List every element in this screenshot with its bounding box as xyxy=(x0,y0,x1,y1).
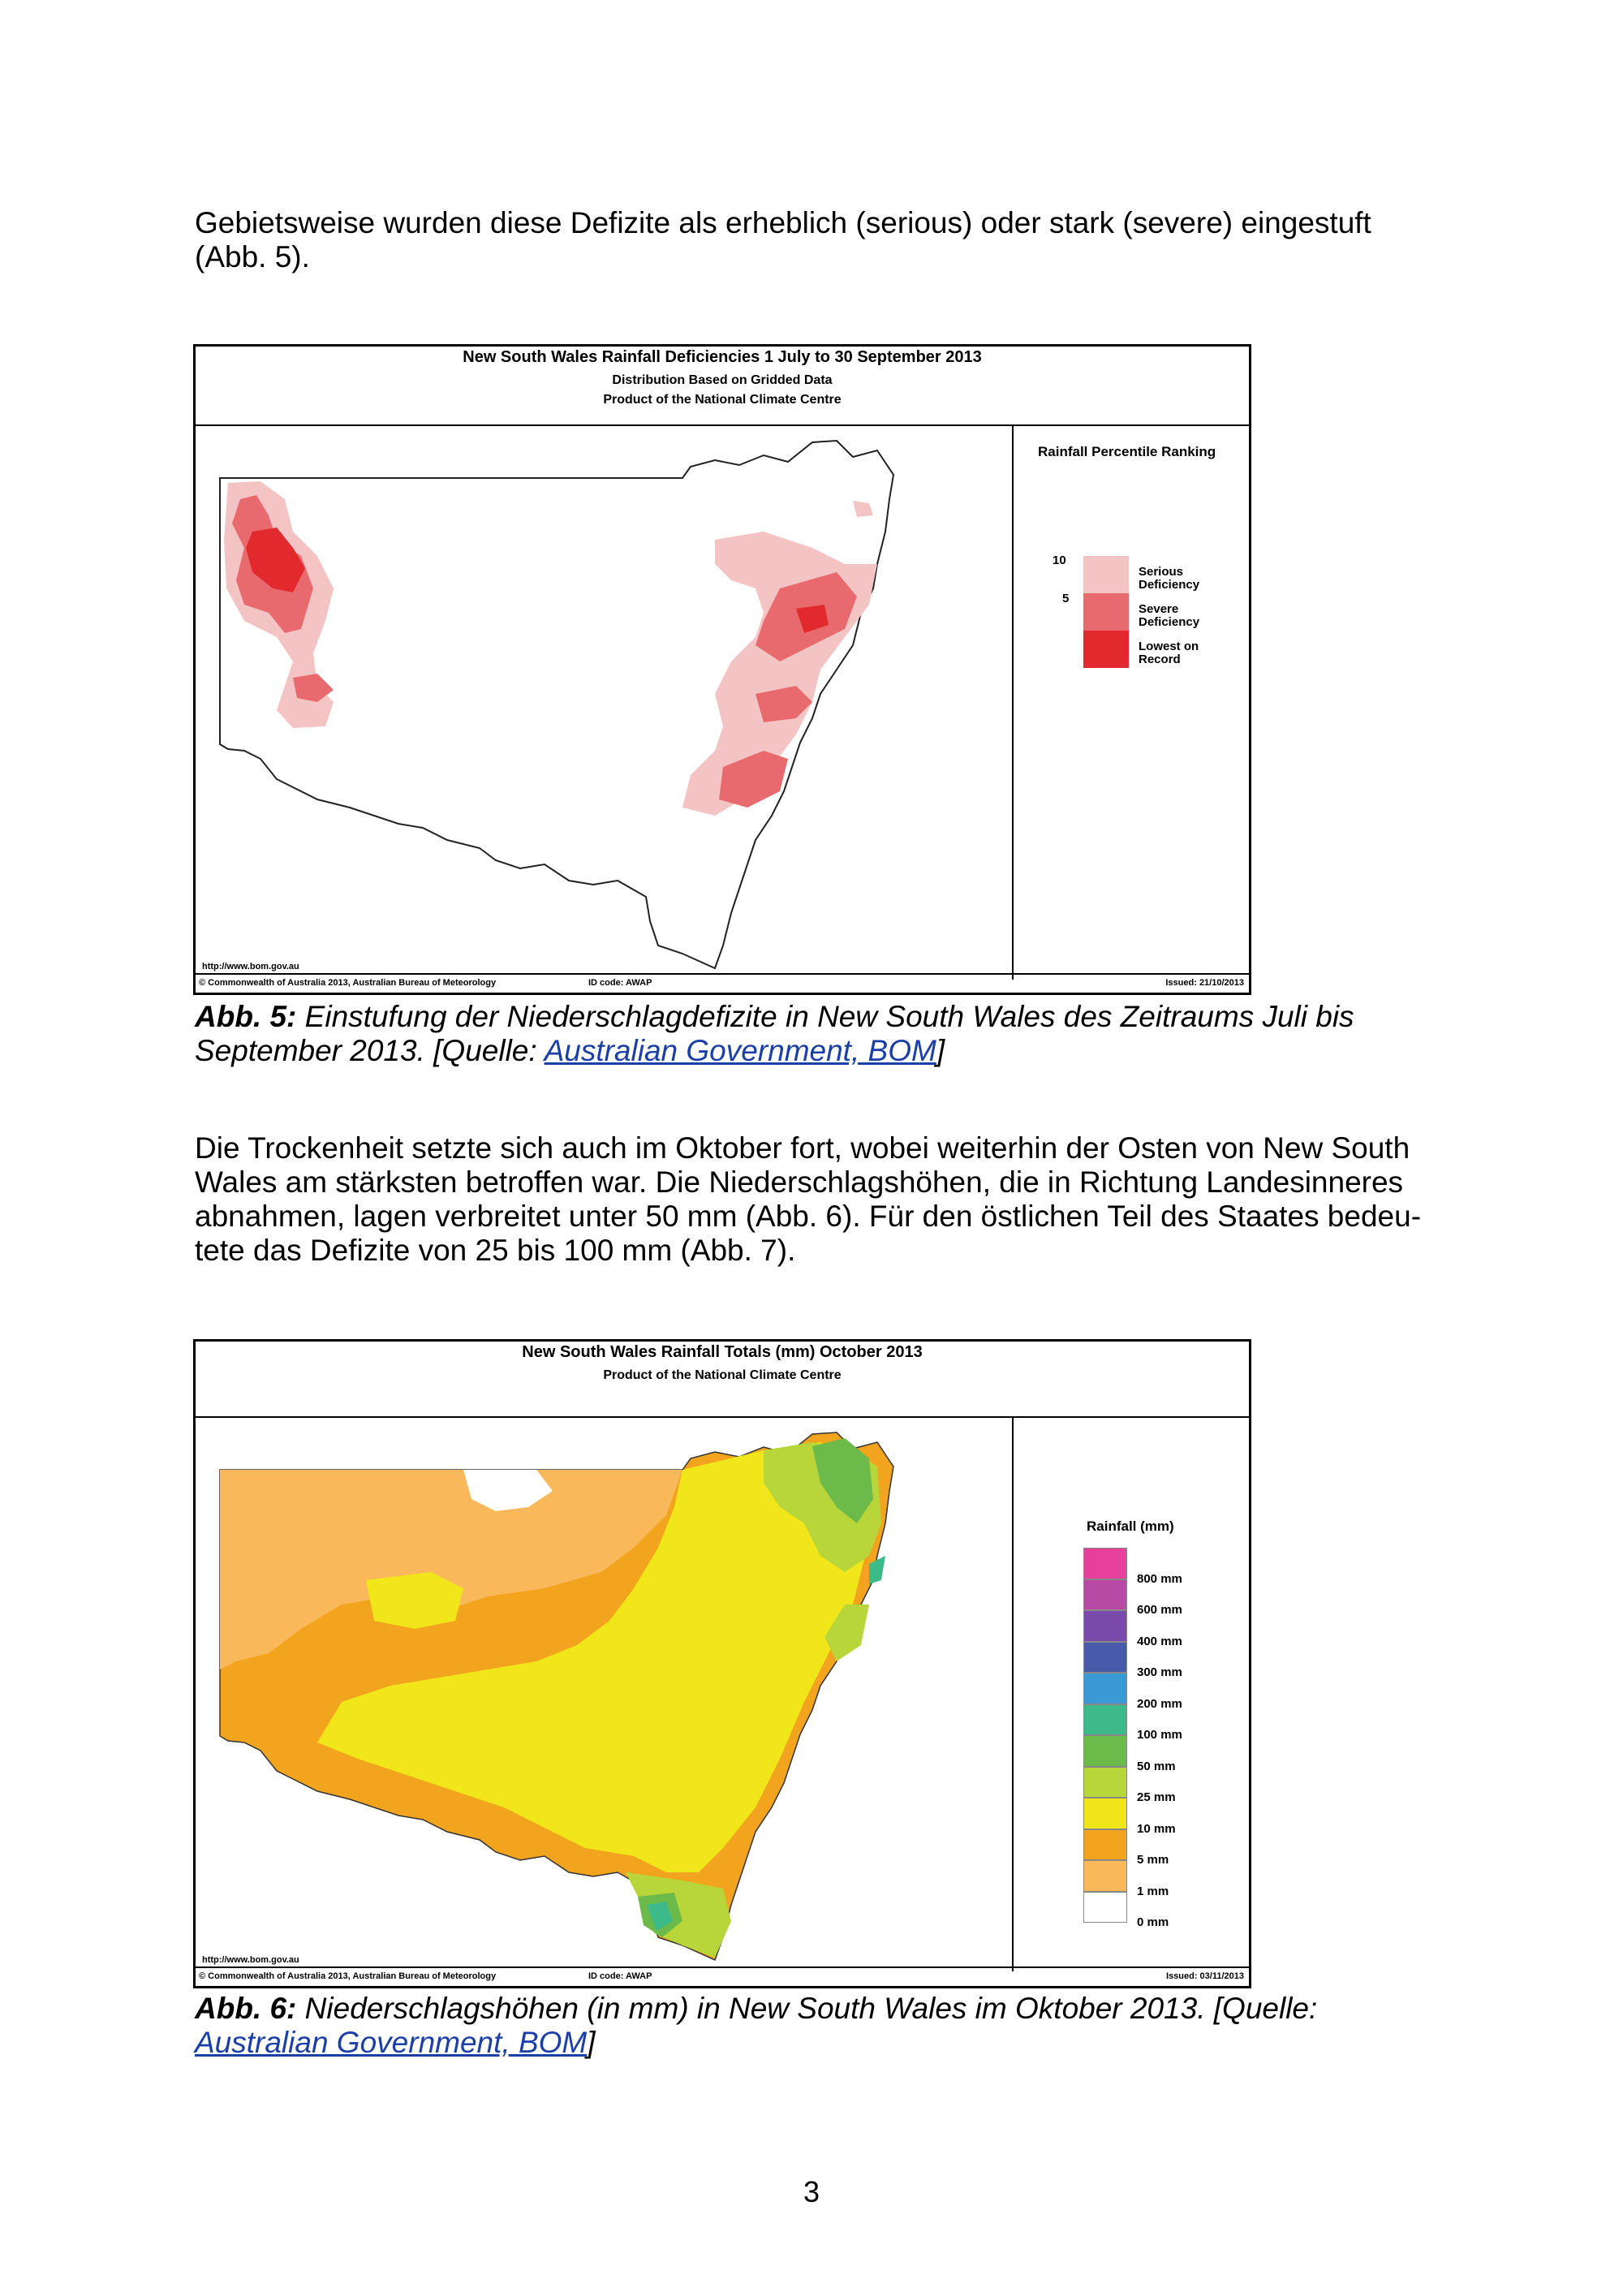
figure-6-subtitle: Product of the National Climate Centre xyxy=(603,1368,842,1382)
caption-figure-5: Abb. 5: Einstufung der Niederschlagdefiz… xyxy=(195,1000,1354,1067)
figure-6-title: New South Wales Rainfall Totals (mm) Oct… xyxy=(522,1343,923,1361)
legend-swatch-5-mm xyxy=(1083,1829,1127,1860)
nsw-deficiency-map xyxy=(219,439,895,970)
caption-6-source-link[interactable]: Australian Government, BOM xyxy=(195,2026,588,2059)
caption-6-label: Abb. 6: xyxy=(195,1992,297,2025)
legend-swatch-800-mm xyxy=(1083,1548,1127,1579)
legend-label-100-mm: 100 mm xyxy=(1137,1728,1182,1742)
figure-5-issued: Issued: 21/10/2013 xyxy=(1165,978,1244,988)
caption-6-text: Niederschlagshöhen (in mm) in New South … xyxy=(296,1992,1318,2025)
paragraph-october: Die Trockenheit setzte sich auch im Okto… xyxy=(195,1131,1422,1267)
record-deficiency-east xyxy=(796,605,829,633)
figure-6-id-code: ID code: AWAP xyxy=(588,1971,652,1981)
serious-deficiency-ne xyxy=(853,501,873,517)
figure-5-legend-title: Rainfall Percentile Ranking xyxy=(1038,444,1216,459)
legend-swatch-200-mm xyxy=(1083,1673,1127,1704)
figure-6-issued: Issued: 03/11/2013 xyxy=(1165,1971,1244,1981)
figure-5-header: New South Wales Rainfall Deficiencies 1 … xyxy=(196,347,1249,426)
legend-label-200-mm: 200 mm xyxy=(1137,1696,1182,1711)
figure-5-url: http://www.bom.gov.au xyxy=(202,962,299,971)
legend-swatch-300-mm xyxy=(1083,1641,1127,1673)
figure-6-rainfall-totals-map: New South Wales Rainfall Totals (mm) Oct… xyxy=(193,1339,1251,1988)
legend-label-25-mm: 25 mm xyxy=(1137,1790,1176,1804)
region-0mm xyxy=(463,1470,553,1511)
legend-swatch-400-mm xyxy=(1083,1610,1127,1642)
figure-5-subtitle-1: Distribution Based on Gridded Data xyxy=(612,373,833,387)
figure-5-copyright: © Commonwealth of Australia 2013, Austra… xyxy=(199,978,497,988)
legend-swatch-0-mm xyxy=(1083,1891,1127,1923)
figure-5-rainfall-deficiencies-map: New South Wales Rainfall Deficiencies 1 … xyxy=(193,344,1251,995)
legend-swatch-record xyxy=(1083,631,1129,668)
legend-label-0-mm: 0 mm xyxy=(1137,1915,1169,1929)
figure-6-legend-title: Rainfall (mm) xyxy=(1087,1518,1174,1534)
legend-swatch-600-mm xyxy=(1083,1579,1127,1610)
severe-deficiency-east-3 xyxy=(719,751,788,808)
legend-swatch-100-mm xyxy=(1083,1704,1127,1735)
record-deficiency-west xyxy=(246,528,305,592)
severe-deficiency-east-2 xyxy=(756,686,812,722)
legend-swatch-25-mm xyxy=(1083,1766,1127,1798)
figure-6-footer: © Commonwealth of Australia 2013, Austra… xyxy=(196,1966,1249,1986)
legend-swatch-50-mm xyxy=(1083,1735,1127,1767)
legend-label-1-mm: 1 mm xyxy=(1137,1884,1169,1898)
region-50-100mm-ne xyxy=(812,1438,873,1523)
legend-tick-5: 5 xyxy=(1062,592,1070,605)
legend-swatch-severe xyxy=(1083,593,1129,631)
legend-label-record: Lowest on Record xyxy=(1139,640,1199,666)
nsw-rainfall-totals-map xyxy=(219,1432,894,1962)
figure-5-subtitle-2: Product of the National Climate Centre xyxy=(603,393,842,407)
figure-6-copyright: © Commonwealth of Australia 2013, Austra… xyxy=(199,1971,497,1981)
legend-label-10-mm: 10 mm xyxy=(1137,1821,1176,1836)
legend-swatch-1-mm xyxy=(1083,1860,1127,1892)
legend-tick-10: 10 xyxy=(1053,554,1066,567)
figure-6-divider xyxy=(1012,1416,1014,1971)
figure-5-id-code: ID code: AWAP xyxy=(588,978,652,988)
legend-label-50-mm: 50 mm xyxy=(1137,1759,1176,1773)
legend-label-severe: Severe Deficiency xyxy=(1139,602,1200,629)
legend-label-300-mm: 300 mm xyxy=(1137,1665,1182,1679)
caption-5-text: Einstufung der Niederschlagdefizite in N… xyxy=(195,1000,1354,1067)
figure-5-divider xyxy=(1012,424,1014,980)
legend-label-5-mm: 5 mm xyxy=(1137,1853,1169,1867)
region-10-25mm-west xyxy=(366,1572,463,1629)
legend-label-400-mm: 400 mm xyxy=(1137,1634,1182,1648)
figure-6-url: http://www.bom.gov.au xyxy=(202,1955,299,1965)
region-10-25mm xyxy=(317,1442,869,1872)
caption-5-label: Abb. 5: xyxy=(195,1000,297,1033)
legend-label-800-mm: 800 mm xyxy=(1137,1571,1182,1586)
region-100-200mm-coast xyxy=(869,1556,885,1584)
figure-6-header: New South Wales Rainfall Totals (mm) Oct… xyxy=(196,1342,1249,1418)
legend-label-600-mm: 600 mm xyxy=(1137,1603,1182,1617)
paragraph-intro: Gebietsweise wurden diese Defizite als e… xyxy=(195,206,1371,274)
legend-swatch-serious xyxy=(1083,556,1129,593)
region-1-5mm-northwest xyxy=(220,1470,682,1669)
region-100-200mm-alps xyxy=(647,1902,673,1931)
page-number: 3 xyxy=(803,2175,820,2208)
legend-label-serious: Serious Deficiency xyxy=(1139,565,1200,592)
severe-deficiency-west-small xyxy=(293,674,334,702)
region-25-50mm-coast xyxy=(824,1605,869,1661)
caption-5-source-link[interactable]: Australian Government, BOM xyxy=(544,1034,936,1067)
legend-swatch-10-mm xyxy=(1083,1798,1127,1829)
caption-figure-6: Abb. 6: Niederschlagshöhen (in mm) in Ne… xyxy=(195,1992,1318,2059)
figure-5-footer: © Commonwealth of Australia 2013, Austra… xyxy=(196,973,1249,993)
figure-5-title: New South Wales Rainfall Deficiencies 1 … xyxy=(463,348,982,366)
